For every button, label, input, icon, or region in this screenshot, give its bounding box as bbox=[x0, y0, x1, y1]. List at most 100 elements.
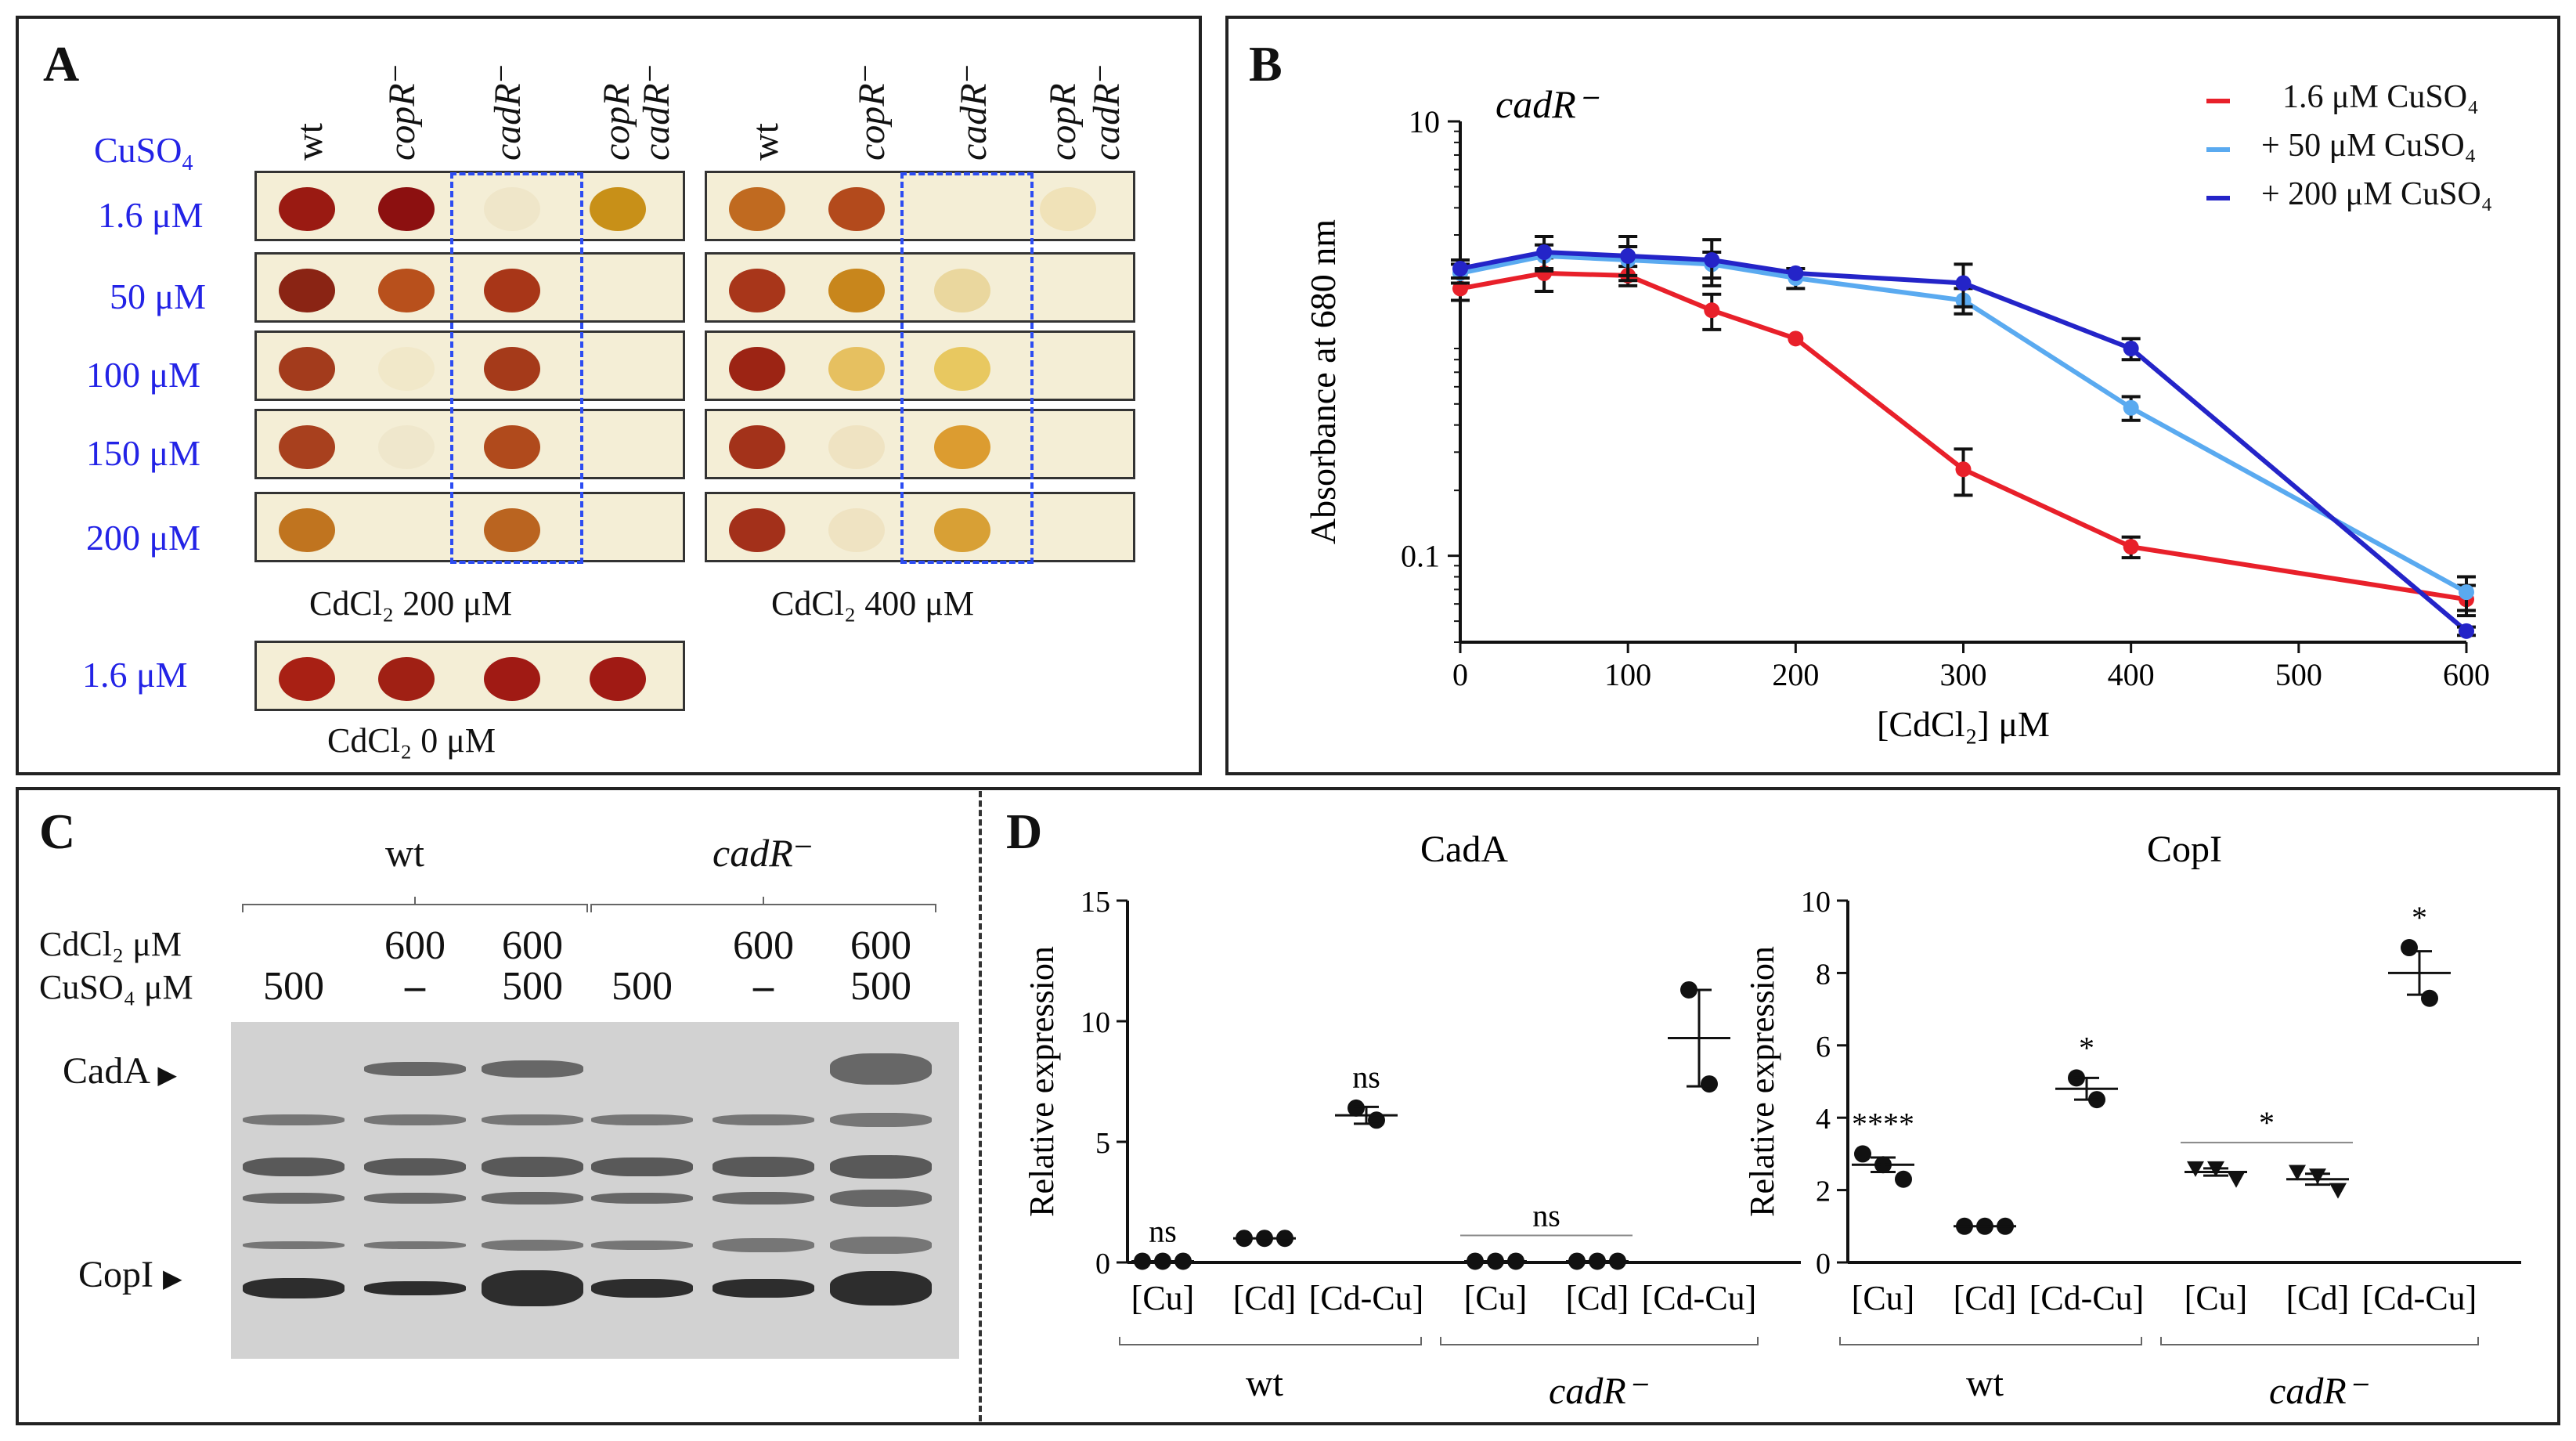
blot-band bbox=[713, 1279, 814, 1298]
blot-band bbox=[243, 1241, 345, 1249]
blot-band bbox=[591, 1279, 693, 1298]
lane-cdcl2-value: 600 bbox=[384, 923, 446, 968]
colony-spot bbox=[729, 269, 785, 312]
colony-spot bbox=[828, 508, 885, 552]
colony-spot bbox=[484, 425, 540, 469]
legend-swatch-dark bbox=[2206, 196, 2230, 200]
panel-divider bbox=[979, 791, 982, 1421]
lane-cuso4-value: 500 bbox=[263, 964, 324, 1009]
blot-band bbox=[482, 1192, 583, 1204]
legend-item-3: + 200 μM CuSO₄ bbox=[2200, 175, 2553, 222]
lane-cuso4-value: – bbox=[405, 964, 425, 1009]
colony-spot bbox=[590, 187, 646, 231]
legend-label-1: 1.6 μM CuSO₄ bbox=[2282, 79, 2479, 115]
plate-right-row-1 bbox=[705, 171, 1135, 241]
colony-spot bbox=[484, 269, 540, 312]
colony-spot bbox=[378, 425, 435, 469]
legend-label-2: + 50 μM CuSO₄ bbox=[2261, 128, 2477, 164]
plate-left-row-1 bbox=[254, 171, 685, 241]
western-blot bbox=[231, 1022, 959, 1359]
highlight-box-left bbox=[450, 172, 583, 564]
colony-spot bbox=[934, 425, 990, 469]
band-label-copi: CopI ▶ bbox=[78, 1253, 182, 1296]
blot-band bbox=[830, 1053, 932, 1085]
panel-label-d: D bbox=[1006, 804, 1043, 859]
colony-spot bbox=[484, 657, 540, 701]
colony-spot bbox=[484, 187, 540, 231]
colony-spot bbox=[934, 347, 990, 391]
plate-bottom-row bbox=[254, 641, 685, 711]
blot-band bbox=[830, 1271, 932, 1306]
lane-cuso4-value: 500 bbox=[502, 964, 563, 1009]
panel-label-c: C bbox=[39, 804, 76, 859]
blot-band bbox=[591, 1193, 693, 1204]
plate-left-row-4 bbox=[254, 409, 685, 479]
colony-spot bbox=[828, 269, 885, 312]
conc-label-4: 150 μM bbox=[86, 433, 201, 473]
colony-spot bbox=[279, 508, 335, 552]
lane-cdcl2-value: 600 bbox=[733, 923, 794, 968]
blot-band bbox=[364, 1241, 466, 1249]
band-label-copi-text: CopI bbox=[78, 1254, 153, 1295]
lane-cuso4-value: – bbox=[753, 964, 774, 1009]
colony-spot bbox=[590, 657, 646, 701]
panel-b-frame bbox=[1225, 16, 2560, 775]
group-label-cadr: cadR⁻ bbox=[713, 831, 814, 875]
blot-band bbox=[364, 1062, 466, 1076]
blot-band bbox=[243, 1114, 345, 1125]
plate-right-row-4 bbox=[705, 409, 1135, 479]
legend-label-3: + 200 μM CuSO₄ bbox=[2261, 176, 2493, 212]
blot-band bbox=[830, 1113, 932, 1127]
conc-label-2: 50 μM bbox=[110, 276, 207, 316]
colony-spot bbox=[279, 347, 335, 391]
colony-spot bbox=[729, 347, 785, 391]
lane-cuso4-value: 500 bbox=[850, 964, 911, 1009]
colony-spot bbox=[828, 187, 885, 231]
blot-band bbox=[243, 1157, 345, 1176]
strain-copr-double-right: copR bbox=[1042, 83, 1084, 161]
colony-spot bbox=[378, 187, 435, 231]
blot-band bbox=[482, 1270, 583, 1306]
conc-label-3: 100 μM bbox=[86, 355, 201, 395]
blot-band bbox=[482, 1240, 583, 1251]
band-label-cada-text: CadA bbox=[63, 1050, 149, 1092]
blot-band bbox=[243, 1193, 345, 1204]
plate-right-row-3 bbox=[705, 330, 1135, 401]
colony-spot bbox=[934, 508, 990, 552]
blot-band bbox=[591, 1157, 693, 1176]
colony-spot bbox=[729, 187, 785, 231]
caption-cdcl2-0: CdCl₂ 0 μM bbox=[327, 721, 496, 760]
blot-band bbox=[364, 1158, 466, 1176]
colony-spot bbox=[279, 187, 335, 231]
colony-spot bbox=[934, 269, 990, 312]
colony-spot bbox=[279, 657, 335, 701]
blot-band bbox=[482, 1157, 583, 1177]
colony-spot bbox=[828, 425, 885, 469]
lane-cuso4-value: 500 bbox=[612, 964, 673, 1009]
blot-band bbox=[713, 1238, 814, 1252]
row-label-cuso4: CuSO₄ μM bbox=[39, 968, 193, 1006]
blot-band bbox=[591, 1241, 693, 1250]
legend-swatch-red bbox=[2206, 99, 2230, 103]
blot-band bbox=[482, 1114, 583, 1125]
caption-cdcl2-200: CdCl₂ 200 μM bbox=[309, 584, 512, 623]
blot-band bbox=[830, 1155, 932, 1179]
colony-spot bbox=[828, 347, 885, 391]
colony-spot bbox=[378, 657, 435, 701]
legend-b: 1.6 μM CuSO₄ + 50 μM CuSO₄ + 200 μM CuSO… bbox=[2200, 78, 2553, 227]
conc-label-1: 1.6 μM bbox=[98, 195, 204, 235]
bracket-cadr bbox=[590, 897, 936, 912]
blot-band bbox=[591, 1114, 693, 1125]
plate-left-row-2 bbox=[254, 252, 685, 323]
lane-cdcl2-value: 600 bbox=[502, 923, 563, 968]
panel-cd-frame bbox=[16, 787, 2560, 1425]
arrow-copi-icon: ▶ bbox=[163, 1264, 182, 1292]
arrow-cada-icon: ▶ bbox=[157, 1060, 177, 1089]
plate-left-row-3 bbox=[254, 330, 685, 401]
colony-spot bbox=[378, 347, 435, 391]
blot-band bbox=[830, 1190, 932, 1207]
legend-swatch-light bbox=[2206, 147, 2230, 152]
blot-band bbox=[364, 1281, 466, 1295]
panel-a-frame bbox=[16, 16, 1202, 775]
colony-spot bbox=[484, 347, 540, 391]
